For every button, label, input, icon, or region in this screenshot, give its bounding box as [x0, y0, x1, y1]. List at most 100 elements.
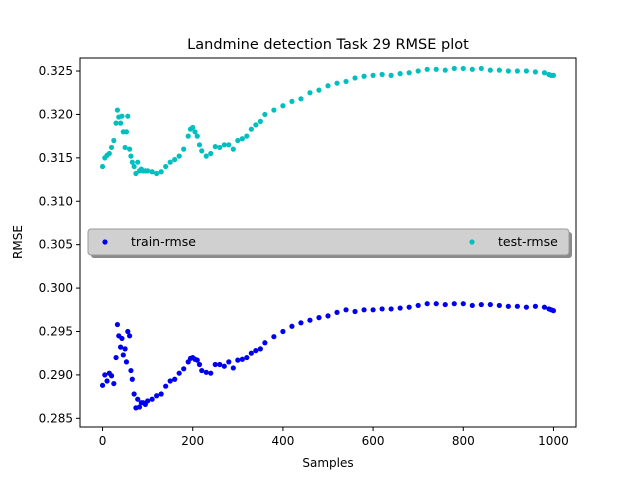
- data-point-test-rmse: [217, 144, 223, 151]
- data-point-train-rmse: [194, 357, 200, 363]
- data-point-train-rmse: [487, 301, 493, 308]
- data-point-test-rmse: [424, 66, 430, 72]
- data-point-test-rmse: [106, 150, 112, 157]
- data-point-test-rmse: [117, 120, 124, 126]
- data-point-train-rmse: [532, 303, 539, 309]
- data-point-train-rmse: [424, 301, 430, 307]
- data-point-test-rmse: [496, 67, 502, 73]
- y-tick-label: 0.300: [39, 281, 73, 295]
- data-point-train-rmse: [248, 350, 254, 356]
- data-point-train-rmse: [128, 367, 134, 374]
- data-point-test-rmse: [199, 148, 205, 154]
- data-point-train-rmse: [352, 308, 358, 315]
- data-point-train-rmse: [108, 373, 115, 379]
- data-point-test-rmse: [167, 159, 173, 165]
- data-point-train-rmse: [154, 393, 160, 399]
- data-point-train-rmse: [325, 313, 331, 319]
- data-point-train-rmse: [102, 372, 108, 378]
- data-point-train-rmse: [217, 361, 223, 368]
- data-point-train-rmse: [226, 359, 232, 365]
- data-point-train-rmse: [172, 376, 178, 382]
- y-tick-label: 0.295: [39, 324, 73, 338]
- data-point-test-rmse: [370, 72, 376, 78]
- data-point-train-rmse: [230, 365, 236, 371]
- ticks-layer: 0 200 400 600 800 1000 0.285 0.290 0.295 0.300 0.3…: [39, 64, 569, 448]
- y-tick-label: 0.290: [39, 368, 73, 382]
- data-point-train-rmse: [135, 396, 141, 402]
- data-point-test-rmse: [172, 156, 178, 163]
- data-point-test-rmse: [550, 72, 557, 78]
- data-point-test-rmse: [388, 72, 394, 78]
- legend-marker-train-rmse: [102, 239, 108, 245]
- data-point-test-rmse: [125, 113, 131, 119]
- data-point-train-rmse: [541, 304, 548, 310]
- data-point-train-rmse: [114, 321, 121, 328]
- data-point-test-rmse: [397, 71, 403, 77]
- data-point-test-rmse: [235, 137, 241, 144]
- data-point-train-rmse: [415, 302, 421, 309]
- data-point-test-rmse: [253, 122, 259, 128]
- data-point-train-rmse: [496, 302, 502, 309]
- data-point-train-rmse: [388, 306, 394, 312]
- data-point-test-rmse: [208, 150, 214, 157]
- data-point-train-rmse: [316, 315, 322, 321]
- data-point-test-rmse: [133, 170, 139, 177]
- data-point-test-rmse: [244, 133, 250, 139]
- legend-label-train-rmse: train-rmse: [131, 234, 196, 249]
- data-point-train-rmse: [257, 346, 263, 352]
- data-point-test-rmse: [149, 169, 155, 175]
- data-point-train-rmse: [523, 304, 530, 310]
- x-axis-label: Samples: [302, 456, 353, 470]
- data-point-train-rmse: [221, 363, 227, 369]
- data-point-test-rmse: [128, 153, 134, 159]
- data-point-train-rmse: [550, 308, 557, 314]
- data-point-train-rmse: [167, 378, 173, 384]
- data-point-train-rmse: [298, 320, 304, 326]
- data-point-train-rmse: [469, 302, 475, 309]
- y-tick-label: 0.325: [39, 64, 73, 78]
- data-point-train-rmse: [406, 304, 412, 310]
- data-point-test-rmse: [532, 69, 539, 75]
- data-point-test-rmse: [514, 68, 520, 74]
- data-point-test-rmse: [433, 66, 439, 72]
- data-point-test-rmse: [262, 111, 268, 118]
- y-axis-label: RMSE: [11, 225, 25, 259]
- data-point-test-rmse: [108, 144, 115, 151]
- data-point-test-rmse: [226, 142, 232, 148]
- data-point-test-rmse: [119, 113, 125, 119]
- data-point-train-rmse: [129, 376, 135, 382]
- data-point-train-rmse: [122, 346, 128, 352]
- data-point-train-rmse: [379, 306, 385, 312]
- y-tick-label: 0.315: [39, 151, 73, 165]
- data-point-train-rmse: [176, 370, 182, 376]
- data-point-test-rmse: [361, 73, 367, 79]
- data-point-test-rmse: [154, 170, 160, 177]
- data-point-test-rmse: [280, 103, 286, 109]
- data-point-train-rmse: [343, 307, 349, 313]
- data-point-test-rmse: [505, 68, 511, 74]
- data-point-train-rmse: [397, 305, 403, 311]
- data-point-test-rmse: [135, 159, 141, 165]
- data-point-test-rmse: [460, 65, 466, 72]
- data-point-test-rmse: [158, 169, 164, 175]
- data-point-test-rmse: [298, 96, 304, 102]
- data-point-test-rmse: [99, 163, 106, 170]
- series-train-rmse: [99, 301, 557, 411]
- x-tick-label: 800: [452, 434, 475, 448]
- data-point-test-rmse: [122, 144, 128, 151]
- data-point-test-rmse: [111, 137, 117, 144]
- data-point-test-rmse: [127, 146, 133, 152]
- data-point-train-rmse: [239, 356, 245, 362]
- y-tick-label: 0.320: [39, 107, 73, 121]
- data-point-test-rmse: [523, 68, 530, 74]
- x-tick-label: 400: [271, 434, 294, 448]
- data-point-test-rmse: [192, 129, 198, 135]
- x-tick-label: 0: [99, 434, 107, 448]
- data-point-test-rmse: [230, 146, 236, 152]
- data-point-test-rmse: [307, 90, 313, 96]
- legend-box: [87, 228, 570, 256]
- data-point-train-rmse: [181, 366, 187, 372]
- data-point-train-rmse: [123, 359, 130, 365]
- data-point-train-rmse: [113, 354, 119, 361]
